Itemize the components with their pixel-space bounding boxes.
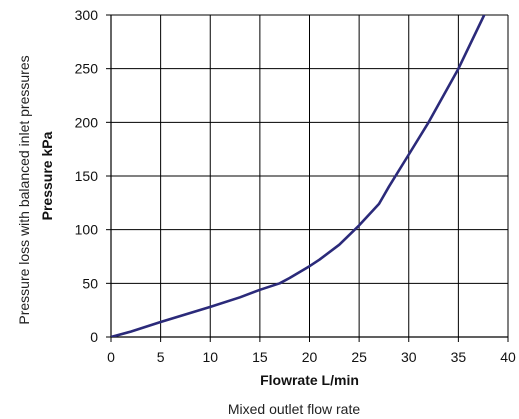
x-tick-label-6: 30 [401, 349, 417, 365]
x-tick-label-2: 10 [202, 349, 218, 365]
x-axis-title: Flowrate L/min [260, 372, 359, 388]
y-tick-label-5: 250 [75, 61, 99, 77]
x-tick-labels: 0 5 10 15 20 25 30 35 40 [107, 349, 516, 365]
x-tick-label-3: 15 [252, 349, 268, 365]
y-axis-title: Pressure kPa [39, 131, 55, 220]
x-tick-label-8: 40 [500, 349, 516, 365]
x-tick-label-4: 20 [302, 349, 318, 365]
x-tick-label-0: 0 [107, 349, 115, 365]
series-line-0 [111, 15, 486, 337]
chart-caption: Mixed outlet flow rate [228, 401, 360, 417]
axes [106, 14, 509, 342]
y-tick-label-1: 50 [82, 275, 98, 291]
x-tick-label-1: 5 [157, 349, 165, 365]
x-tick-label-5: 25 [351, 349, 367, 365]
series-group [111, 15, 486, 337]
y-tick-label-0: 0 [90, 329, 98, 345]
gridlines [110, 14, 509, 338]
x-tick-label-7: 35 [451, 349, 467, 365]
y-tick-label-4: 200 [75, 114, 99, 130]
outer-y-label: Pressure loss with balanced inlet pressu… [16, 55, 32, 324]
y-tick-label-3: 150 [75, 168, 99, 184]
y-tick-label-6: 300 [75, 7, 99, 23]
y-tick-labels: 0 50 100 150 200 250 300 [75, 7, 99, 345]
y-tick-label-2: 100 [75, 222, 99, 238]
